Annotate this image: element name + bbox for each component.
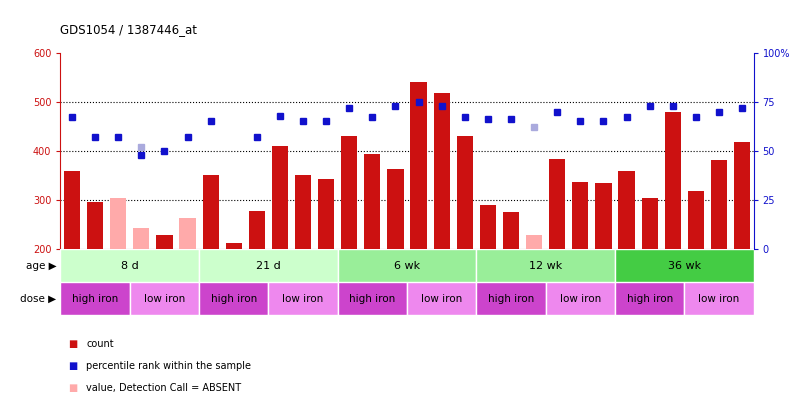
Bar [734,142,750,249]
Bar [60,249,199,282]
Text: high iron: high iron [488,294,534,304]
Text: high iron: high iron [72,294,118,304]
Bar [642,198,658,249]
Bar [199,249,338,282]
Bar [199,282,268,315]
Text: 6 wk: 6 wk [394,261,420,271]
Text: 12 wk: 12 wk [529,261,563,271]
Bar [476,282,546,315]
Bar [341,136,357,249]
Bar [480,205,496,249]
Text: value, Detection Call = ABSENT: value, Detection Call = ABSENT [86,384,241,393]
Bar [684,282,754,315]
Bar [665,111,681,249]
Bar [226,243,242,249]
Bar [202,175,218,249]
Bar [60,282,130,315]
Bar [180,218,196,249]
Bar [338,249,476,282]
Bar [615,249,754,282]
Bar [572,182,588,249]
Bar [457,136,473,249]
Bar [407,282,476,315]
Text: low iron: low iron [143,294,185,304]
Bar [272,146,288,249]
Text: high iron: high iron [626,294,673,304]
Bar [130,282,199,315]
Bar [318,179,334,249]
Bar [110,198,127,249]
Text: 21 d: 21 d [256,261,280,271]
Bar [64,171,80,249]
Bar [388,169,404,249]
Text: high iron: high iron [210,294,257,304]
Bar [87,202,103,249]
Text: ■: ■ [69,384,77,393]
Text: dose ▶: dose ▶ [20,294,56,304]
Bar [295,175,311,249]
Text: ■: ■ [69,339,77,349]
Bar [268,282,338,315]
Bar [546,282,615,315]
Bar [615,282,684,315]
Bar [364,154,380,249]
Bar [688,191,704,249]
Bar [618,171,634,249]
Bar [434,93,450,249]
Text: GDS1054 / 1387446_at: GDS1054 / 1387446_at [60,23,197,36]
Text: 8 d: 8 d [121,261,139,271]
Text: age ▶: age ▶ [26,261,56,271]
Text: count: count [86,339,114,349]
Text: low iron: low iron [282,294,324,304]
Bar [338,282,407,315]
Bar [596,183,612,249]
Bar [410,82,426,249]
Bar [503,212,519,249]
Bar [476,249,615,282]
Bar [133,228,149,249]
Text: 36 wk: 36 wk [667,261,701,271]
Text: ■: ■ [69,361,77,371]
Bar [156,235,172,249]
Bar [549,159,565,249]
Text: low iron: low iron [698,294,740,304]
Bar [711,160,727,249]
Text: percentile rank within the sample: percentile rank within the sample [86,361,251,371]
Text: low iron: low iron [421,294,463,304]
Text: high iron: high iron [349,294,396,304]
Bar [526,235,542,249]
Bar [249,211,265,249]
Text: low iron: low iron [559,294,601,304]
